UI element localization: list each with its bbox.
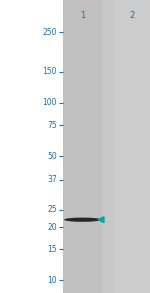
Text: 100: 100 xyxy=(42,98,57,108)
Text: 75: 75 xyxy=(47,121,57,130)
Text: 15: 15 xyxy=(47,245,57,254)
Bar xyxy=(102,0,114,293)
Text: 2: 2 xyxy=(129,11,135,20)
Ellipse shape xyxy=(64,218,101,222)
Text: 1: 1 xyxy=(80,11,85,20)
Bar xyxy=(63,0,102,293)
Bar xyxy=(63,0,150,293)
Text: 20: 20 xyxy=(47,222,57,231)
Text: 37: 37 xyxy=(47,175,57,184)
Text: 250: 250 xyxy=(42,28,57,37)
Text: 10: 10 xyxy=(47,276,57,285)
Text: 25: 25 xyxy=(47,205,57,214)
Text: 150: 150 xyxy=(42,67,57,76)
Bar xyxy=(114,0,150,293)
Text: 50: 50 xyxy=(47,152,57,161)
